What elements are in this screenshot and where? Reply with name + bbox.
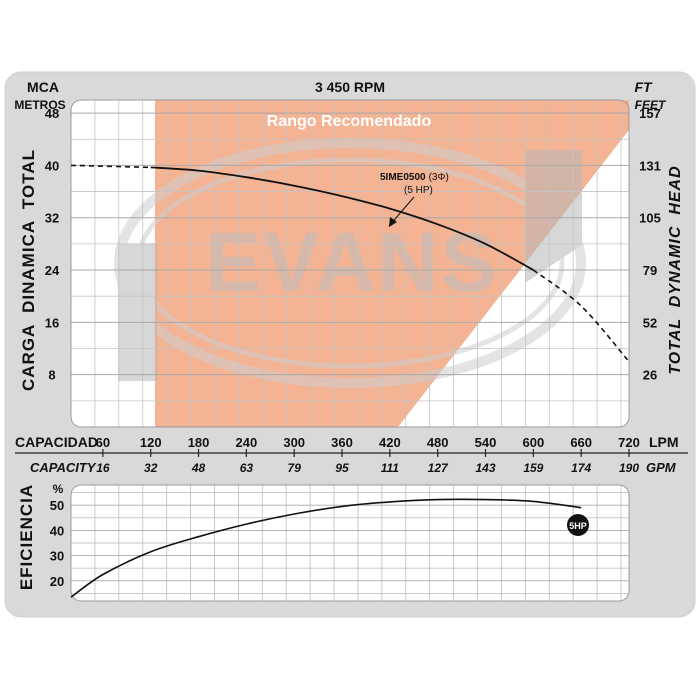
x-tick-gpm: 190 bbox=[619, 461, 639, 475]
x-tick-gpm: 16 bbox=[96, 461, 110, 475]
x-tick-gpm: 95 bbox=[335, 461, 349, 475]
efficiency-y-tick: 50 bbox=[50, 498, 64, 513]
x-tick-gpm: 48 bbox=[191, 461, 206, 475]
tick-labels: 48 157 40 131 32 105 24 79 16 52 8 26 60 16 120 32 180 48… bbox=[45, 106, 661, 589]
model-annotation-arrowhead bbox=[389, 217, 397, 227]
x-tick-lpm: 540 bbox=[475, 435, 497, 450]
y-axis-title-right: TOTAL DYNAMIC HEAD bbox=[667, 165, 684, 374]
x-tick-gpm: 174 bbox=[571, 461, 591, 475]
model-annotation-phase: (3Φ) bbox=[429, 172, 449, 183]
x-tick-lpm: 480 bbox=[427, 435, 449, 450]
x-tick-lpm: 660 bbox=[570, 435, 592, 450]
x-tick-gpm: 159 bbox=[523, 461, 543, 475]
efficiency-badge-circle bbox=[567, 514, 589, 536]
efficiency-y-tick: 30 bbox=[50, 549, 64, 564]
right-unit-top: FT bbox=[634, 79, 653, 95]
y-tick-right: 105 bbox=[639, 211, 661, 226]
x-tick-gpm: 79 bbox=[288, 461, 302, 475]
x-axis-title-gpm: CAPACITY bbox=[30, 460, 97, 475]
x-tick-lpm: 720 bbox=[618, 435, 640, 450]
efficiency-y-tick: 40 bbox=[50, 523, 64, 538]
x-axis-title-lpm: CAPACIDAD bbox=[15, 434, 98, 450]
x-tick-lpm: 180 bbox=[188, 435, 210, 450]
y-tick-left: 8 bbox=[48, 368, 55, 383]
x-tick-gpm: 127 bbox=[428, 461, 449, 475]
head-curve-dashed-end bbox=[532, 269, 630, 363]
x-tick-lpm: 360 bbox=[331, 435, 353, 450]
efficiency-axis-title: EFICIENCIA bbox=[17, 484, 36, 590]
y-tick-left: 40 bbox=[45, 158, 59, 173]
efficiency-badge-text: 5HP bbox=[569, 521, 587, 531]
efficiency-unit: % bbox=[53, 482, 64, 496]
y-tick-left: 32 bbox=[45, 211, 59, 226]
x-axis-unit-gpm: GPM bbox=[646, 460, 677, 475]
x-tick-lpm: 60 bbox=[96, 435, 110, 450]
y-axis-title-left: CARGA DINAMICA TOTAL bbox=[19, 149, 38, 391]
y-tick-right: 79 bbox=[643, 263, 657, 278]
model-annotation: 5IME0500 (3Φ) (5 HP) bbox=[380, 172, 449, 227]
x-tick-lpm: 120 bbox=[140, 435, 162, 450]
y-tick-left: 48 bbox=[45, 106, 59, 121]
model-annotation-power: (5 HP) bbox=[404, 185, 433, 196]
recommended-range-label: Rango Recomendado bbox=[267, 113, 432, 130]
left-unit-top: MCA bbox=[27, 79, 59, 95]
head-curve-5ime0500 bbox=[150, 166, 534, 271]
x-tick-gpm: 143 bbox=[475, 461, 495, 475]
y-tick-left: 24 bbox=[45, 263, 60, 278]
head-plot-border bbox=[70, 99, 630, 428]
watermark-right-bar bbox=[525, 150, 582, 283]
y-tick-right: 157 bbox=[639, 106, 661, 121]
efficiency-curve-5hp bbox=[70, 498, 582, 598]
x-axis-unit-lpm: LPM bbox=[649, 434, 679, 450]
y-tick-left: 16 bbox=[45, 315, 59, 330]
right-unit-bottom: FEET bbox=[635, 98, 667, 112]
left-unit-bottom: METROS bbox=[14, 98, 65, 112]
watermark-left-bar bbox=[118, 243, 157, 381]
x-tick-gpm: 32 bbox=[144, 461, 158, 475]
x-tick-lpm: 240 bbox=[236, 435, 258, 450]
efficiency-curve-label: 5HP bbox=[567, 514, 589, 536]
x-tick-gpm: 63 bbox=[240, 461, 254, 475]
x-tick-lpm: 300 bbox=[283, 435, 305, 450]
model-annotation-model: 5IME0500 bbox=[380, 172, 426, 183]
head-grid bbox=[70, 99, 630, 428]
efficiency-y-tick: 20 bbox=[50, 574, 64, 589]
efficiency-plot-border bbox=[70, 484, 630, 602]
chart-title: 3 450 RPM bbox=[315, 79, 385, 95]
y-tick-right: 52 bbox=[643, 315, 657, 330]
x-tick-gpm: 111 bbox=[381, 461, 400, 475]
y-tick-right: 26 bbox=[643, 368, 657, 383]
model-annotation-line1: 5IME0500 (3Φ) bbox=[380, 172, 449, 183]
watermark-text: EVANS bbox=[205, 215, 498, 309]
y-tick-right: 131 bbox=[639, 158, 661, 173]
x-tick-lpm: 420 bbox=[379, 435, 401, 450]
curves bbox=[70, 164, 630, 598]
head-curve-dashed-start bbox=[70, 164, 151, 169]
x-tick-lpm: 600 bbox=[522, 435, 544, 450]
